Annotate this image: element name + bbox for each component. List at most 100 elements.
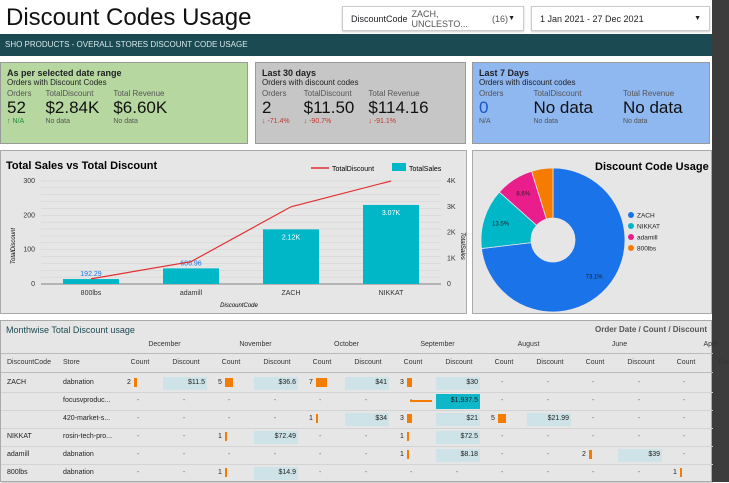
metric-label: Total Revenue bbox=[368, 89, 420, 98]
discount-value: - bbox=[273, 415, 277, 422]
discount-value: - bbox=[709, 433, 729, 440]
row-store: dabnation bbox=[63, 451, 94, 458]
legend-dot bbox=[628, 223, 634, 229]
count-value: 2 bbox=[127, 379, 131, 386]
count-value: - bbox=[501, 451, 504, 458]
count-header[interactable]: Count bbox=[221, 359, 241, 366]
scorecard-last-30-days: Last 30 days Orders with discount codes … bbox=[255, 62, 466, 144]
count-header[interactable]: Count bbox=[676, 359, 696, 366]
count-value: - bbox=[683, 415, 686, 422]
bar-800lbs[interactable] bbox=[63, 279, 119, 284]
discount-code-filter[interactable]: DiscountCode ZACH, UNCLESTO... (16) ▼ bbox=[342, 6, 524, 31]
discount-value: - bbox=[637, 469, 641, 476]
discount-value: - bbox=[364, 451, 368, 458]
x-tick-label: 800lbs bbox=[81, 290, 102, 297]
bar-adamill[interactable] bbox=[163, 268, 219, 284]
store-header[interactable]: Store bbox=[63, 359, 80, 366]
count-value: - bbox=[410, 469, 413, 476]
discount-header[interactable]: Discount bbox=[627, 359, 655, 366]
count-header[interactable]: Count bbox=[312, 359, 332, 366]
month-header[interactable]: August bbox=[517, 341, 540, 348]
discount-header[interactable]: Discount bbox=[536, 359, 564, 366]
count-bar bbox=[225, 378, 233, 387]
pie-slice-ZACH[interactable] bbox=[481, 167, 626, 313]
discount-value: $41 bbox=[375, 379, 387, 386]
pie-slice-800lbs[interactable] bbox=[531, 167, 554, 220]
sales-vs-discount-chart: Total Sales vs Total Discount TotalDisco… bbox=[0, 150, 467, 314]
count-value: 1 bbox=[673, 469, 677, 476]
count-value: - bbox=[228, 415, 231, 422]
discount-heat-cell bbox=[163, 377, 207, 390]
y-tick-label: 100 bbox=[23, 247, 35, 254]
discount-value: $39 bbox=[648, 451, 660, 458]
count-value: - bbox=[137, 397, 140, 404]
legend-label: NIKKAT bbox=[637, 224, 660, 231]
total-discount-line[interactable] bbox=[90, 180, 392, 280]
month-header[interactable]: November bbox=[239, 341, 272, 348]
discountcode-header[interactable]: DiscountCode bbox=[7, 359, 51, 366]
card-subtitle: Orders with Discount Codes bbox=[7, 78, 107, 87]
discount-heat-cell bbox=[254, 431, 298, 444]
discount-value: $21.99 bbox=[547, 415, 569, 422]
discount-value: - bbox=[364, 433, 368, 440]
discount-header[interactable]: Discount bbox=[172, 359, 200, 366]
discount-value: - bbox=[364, 469, 368, 476]
discount-header[interactable]: Discount bbox=[445, 359, 473, 366]
discount-value: - bbox=[182, 433, 186, 440]
legend-dot bbox=[628, 245, 634, 251]
discount-heat-cell bbox=[436, 413, 480, 426]
discount-header[interactable]: Discount bbox=[354, 359, 382, 366]
discount-heat-cell bbox=[254, 377, 298, 390]
month-header[interactable]: April bbox=[703, 341, 718, 348]
discount-header[interactable]: Discount bbox=[718, 359, 729, 366]
discount-header[interactable]: Discount bbox=[263, 359, 291, 366]
count-value: - bbox=[319, 433, 322, 440]
discount-value: $72.5 bbox=[460, 433, 478, 440]
discount-value: $14.9 bbox=[278, 469, 296, 476]
metric-label: TotalDiscount bbox=[303, 89, 352, 98]
discount-value: - bbox=[455, 469, 459, 476]
count-value: 1 bbox=[218, 469, 222, 476]
chevron-down-icon: ▼ bbox=[508, 15, 515, 22]
row-divider bbox=[1, 410, 713, 411]
metric-label: Orders bbox=[479, 89, 504, 98]
month-header[interactable]: September bbox=[420, 341, 455, 348]
date-range-picker[interactable]: 1 Jan 2021 - 27 Dec 2021 ▼ bbox=[531, 6, 710, 31]
count-value: 1 bbox=[218, 433, 222, 440]
down-arrow-icon: ↓ bbox=[303, 118, 310, 125]
row-discount-code: NIKKAT bbox=[7, 433, 32, 440]
count-value: 1 bbox=[309, 415, 313, 422]
date-range-value: 1 Jan 2021 - 27 Dec 2021 bbox=[540, 13, 644, 24]
metric-value: 52 bbox=[7, 98, 26, 117]
x-axis-label: DiscountCode bbox=[220, 303, 258, 309]
count-bar bbox=[410, 400, 432, 402]
count-header[interactable]: Count bbox=[403, 359, 423, 366]
count-header[interactable]: Count bbox=[130, 359, 150, 366]
discount-value: - bbox=[546, 397, 550, 404]
discount-value: - bbox=[182, 415, 186, 422]
down-arrow-icon: ↓ bbox=[262, 118, 268, 125]
metric-label: TotalDiscount bbox=[45, 89, 94, 98]
window-edge bbox=[712, 0, 729, 482]
discount-value: $30 bbox=[466, 379, 478, 386]
bar-NIKKAT[interactable] bbox=[363, 204, 419, 284]
month-header[interactable]: June bbox=[611, 341, 628, 348]
count-value: - bbox=[592, 397, 595, 404]
metric-delta: N/A bbox=[12, 118, 25, 125]
count-value: - bbox=[683, 379, 686, 386]
month-header[interactable]: October bbox=[334, 341, 359, 348]
month-header[interactable]: December bbox=[148, 341, 181, 348]
discount-value: - bbox=[709, 451, 729, 458]
bar-ZACH[interactable] bbox=[263, 229, 319, 284]
pie-slice-label: 8.6% bbox=[516, 192, 530, 198]
row-discount-code: ZACH bbox=[7, 379, 27, 386]
metric-delta: -90.7% bbox=[309, 118, 332, 125]
discount-value: - bbox=[637, 433, 641, 440]
drill-breadcrumb[interactable]: Order Date / Count / Discount bbox=[594, 325, 707, 334]
count-value: 1 bbox=[400, 451, 404, 458]
metric-value: No data bbox=[623, 98, 683, 117]
row-store: 420-market-s... bbox=[63, 415, 111, 422]
count-header[interactable]: Count bbox=[494, 359, 514, 366]
y2-tick-label: 3K bbox=[447, 204, 456, 211]
count-header[interactable]: Count bbox=[585, 359, 605, 366]
